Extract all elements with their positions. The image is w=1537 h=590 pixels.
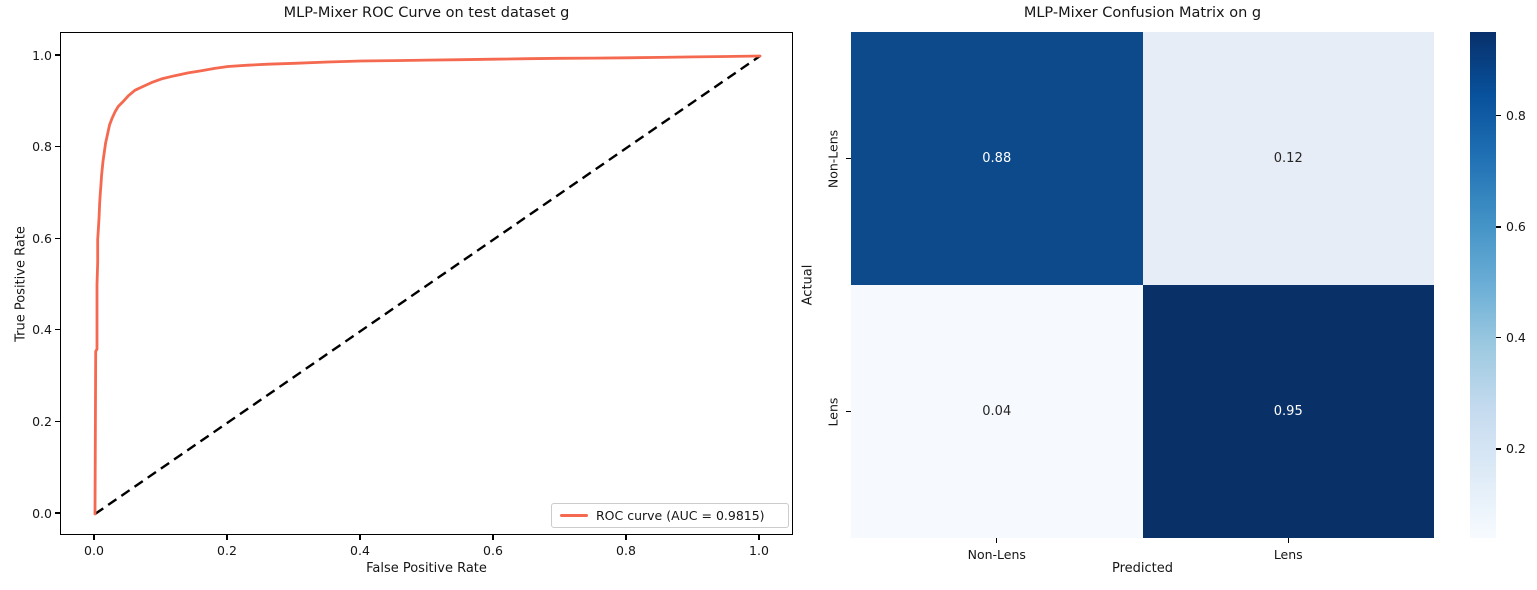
roc-legend: ROC curve (AUC = 0.9815) bbox=[551, 503, 789, 528]
roc-x-tick-mark bbox=[93, 535, 95, 540]
colorbar-tick-label: 0.8 bbox=[1506, 107, 1526, 123]
cm-x-tick-mark bbox=[996, 538, 998, 543]
cm-cell-non-lens-non-lens: 0.88 bbox=[851, 32, 1143, 285]
cm-title: MLP-Mixer Confusion Matrix on g bbox=[1023, 5, 1262, 21]
colorbar-tick-mark bbox=[1496, 114, 1501, 117]
colorbar-tick-mark bbox=[1496, 336, 1501, 339]
cm-ylabel: Actual bbox=[800, 264, 816, 306]
roc-y-tick-mark bbox=[55, 145, 60, 148]
cm-y-tick-label: Lens bbox=[825, 397, 841, 426]
roc-curve-line bbox=[93, 54, 762, 516]
cm-y-tick-mark bbox=[846, 157, 851, 160]
roc-title: MLP-Mixer ROC Curve on test dataset g bbox=[283, 5, 570, 21]
roc-x-tick-label: 0.2 bbox=[217, 543, 237, 558]
roc-x-tick-label: 1.0 bbox=[749, 543, 769, 558]
roc-x-tick-mark bbox=[492, 535, 494, 540]
roc-x-tick-label: 0.4 bbox=[350, 543, 370, 558]
roc-y-tick-mark bbox=[55, 329, 60, 331]
chance-diagonal-line bbox=[94, 55, 761, 515]
roc-curve-legend-swatch bbox=[560, 514, 588, 517]
roc-x-tick-mark bbox=[625, 535, 627, 540]
cm-cell-lens-non-lens: 0.04 bbox=[851, 285, 1143, 538]
cm-cell-lens-lens: 0.95 bbox=[1142, 285, 1434, 538]
roc-x-tick-mark bbox=[359, 535, 361, 540]
roc-y-tick-mark bbox=[55, 54, 60, 56]
roc-y-tick-label: 1.0 bbox=[32, 47, 52, 63]
cm-matrix: 0.88 0.12 0.04 0.95 bbox=[851, 32, 1434, 538]
roc-y-tick-label: 0.2 bbox=[32, 413, 52, 429]
cm-xlabel: Predicted bbox=[1111, 561, 1174, 576]
roc-axes: ROC curve (AUC = 0.9815) bbox=[60, 32, 793, 535]
roc-x-tick-label: 0.0 bbox=[84, 543, 104, 558]
colorbar bbox=[1470, 32, 1496, 538]
roc-y-tick-label: 0.6 bbox=[32, 230, 52, 246]
roc-y-tick-label: 0.8 bbox=[32, 139, 52, 155]
colorbar-tick-label: 0.4 bbox=[1506, 330, 1526, 346]
cm-cell-non-lens-lens: 0.12 bbox=[1142, 32, 1434, 285]
roc-y-tick-mark bbox=[55, 420, 60, 423]
roc-y-tick-mark bbox=[55, 512, 60, 514]
colorbar-tick-label: 0.2 bbox=[1506, 441, 1526, 457]
cm-x-tick-label: Lens bbox=[1273, 547, 1303, 562]
roc-xlabel: False Positive Rate bbox=[366, 561, 487, 576]
colorbar-tick-mark bbox=[1496, 226, 1501, 228]
roc-x-tick-mark bbox=[226, 535, 228, 540]
cm-y-tick-label: Non-Lens bbox=[825, 129, 841, 188]
colorbar-tick-label: 0.6 bbox=[1506, 219, 1526, 235]
cm-x-tick-mark bbox=[1287, 538, 1289, 543]
roc-plot-svg bbox=[93, 54, 762, 516]
colorbar-tick-mark bbox=[1496, 448, 1501, 450]
roc-x-tick-label: 0.6 bbox=[483, 543, 503, 558]
roc-y-tick-label: 0.4 bbox=[32, 322, 52, 338]
roc-y-tick-mark bbox=[55, 237, 60, 239]
roc-legend-label: ROC curve (AUC = 0.9815) bbox=[596, 508, 765, 523]
roc-x-tick-mark bbox=[758, 535, 760, 540]
cm-y-tick-mark bbox=[846, 410, 851, 413]
roc-x-tick-label: 0.8 bbox=[616, 543, 636, 558]
roc-y-tick-label: 0.0 bbox=[32, 505, 52, 521]
cm-x-tick-label: Non-Lens bbox=[967, 547, 1026, 562]
